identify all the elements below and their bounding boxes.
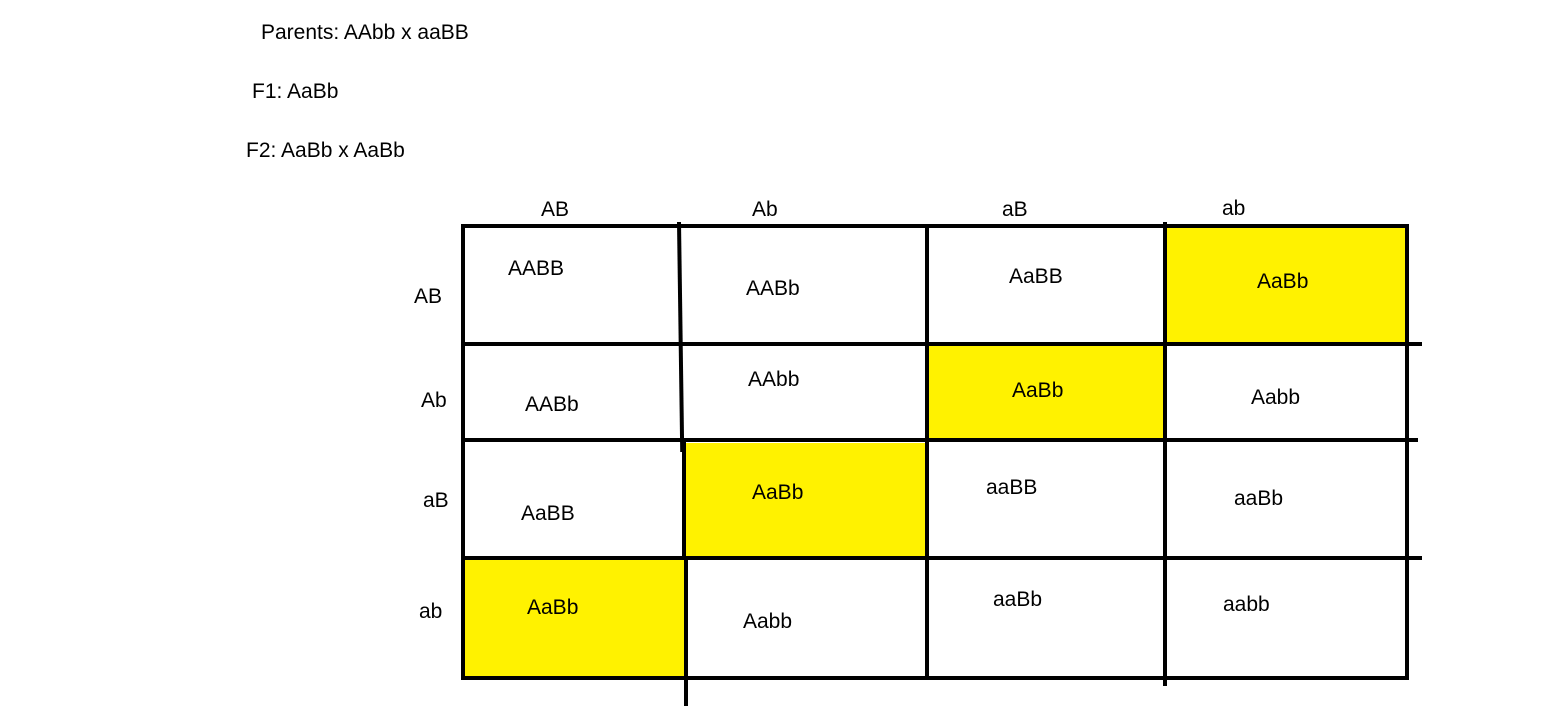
grid-line-bottom <box>461 676 1409 680</box>
genotype-cell: aaBb <box>1234 487 1284 510</box>
genotype-cell: AaBB <box>521 502 575 525</box>
parents-label: Parents: AAbb x aaBB <box>261 21 469 44</box>
genotype-cell: AaBb <box>527 596 579 619</box>
grid-line-row-3 <box>461 556 1422 560</box>
f1-label: F1: AaBb <box>252 80 339 103</box>
genotype-cell: AaBb <box>1012 379 1064 402</box>
column-gamete-label: AB <box>541 198 570 221</box>
grid-line-row-2 <box>463 438 1418 442</box>
grid-line-row-1 <box>463 342 1422 346</box>
f2-label: F2: AaBb x AaBb <box>246 139 405 162</box>
genotype-cell: AABB <box>508 257 565 280</box>
row-gamete-label: ab <box>419 600 443 623</box>
genotype-cell: Aabb <box>743 610 793 633</box>
column-gamete-label: ab <box>1222 197 1246 220</box>
genotype-cell: AaBb <box>1257 270 1309 293</box>
genotype-cell: Aabb <box>1251 386 1301 409</box>
column-gamete-label: Ab <box>752 198 778 221</box>
genotype-cell: AaBB <box>1009 265 1063 288</box>
grid-line-col-1b <box>682 440 686 560</box>
grid-line-top <box>461 224 1409 228</box>
genotype-cell: AABb <box>746 277 800 300</box>
row-gamete-label: Ab <box>421 389 447 412</box>
genotype-cell: AABb <box>525 393 579 416</box>
grid-line-col-1c <box>684 556 688 706</box>
grid-line-col-3 <box>1163 222 1167 686</box>
highlighted-cell <box>927 344 1165 441</box>
row-gamete-label: AB <box>414 285 443 308</box>
highlighted-cell <box>463 558 685 678</box>
grid-line-left <box>461 224 465 680</box>
genotype-cell: aabb <box>1223 593 1270 616</box>
grid-line-right <box>1405 224 1409 680</box>
genotype-cell: AaBb <box>752 481 804 504</box>
highlighted-cell <box>1165 226 1407 343</box>
genotype-cell: aaBb <box>993 588 1043 611</box>
genotype-cell: aaBB <box>986 476 1038 499</box>
row-gamete-label: aB <box>423 489 449 512</box>
grid-line-col-2 <box>925 224 929 680</box>
genotype-cell: AAbb <box>748 368 800 391</box>
highlighted-cell <box>684 443 927 558</box>
grid-line-col-1 <box>677 221 685 453</box>
column-gamete-label: aB <box>1002 198 1028 221</box>
